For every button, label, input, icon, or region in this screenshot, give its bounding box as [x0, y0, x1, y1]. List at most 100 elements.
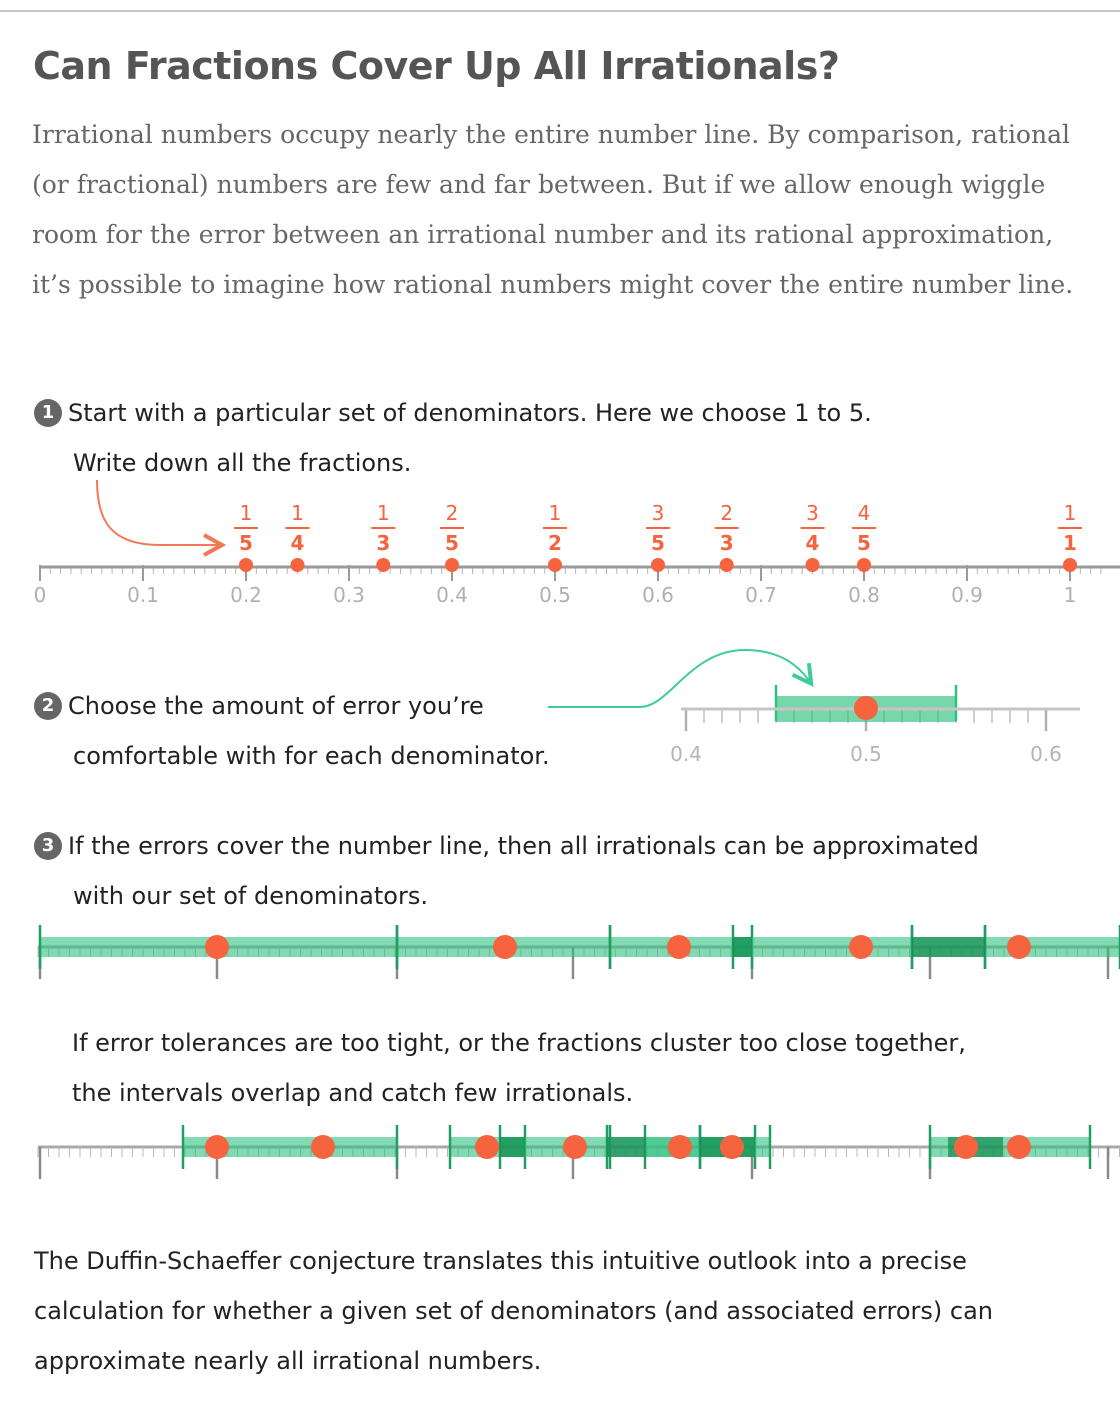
- fraction-numerator: 1: [240, 501, 253, 525]
- step-3-line-2: with our set of denominators.: [73, 882, 428, 910]
- fraction-label: 14: [285, 501, 310, 555]
- step-3-text: If the errors cover the number line, the…: [68, 832, 979, 860]
- tick-label: 0.7: [745, 583, 777, 607]
- tick-label: 0.5: [539, 583, 571, 607]
- fraction-label: 23: [714, 501, 739, 555]
- overlap-note-line-2: the intervals overlap and catch few irra…: [72, 1079, 634, 1107]
- fraction-numerator: 1: [549, 501, 562, 525]
- fraction-denominator: 3: [720, 531, 734, 555]
- fraction-numerator: 1: [1064, 501, 1077, 525]
- fraction-point: [1063, 558, 1077, 572]
- tick-label: 0: [34, 583, 47, 607]
- fraction-label: 35: [646, 501, 670, 555]
- step-2-line-2: comfortable with for each denominator.: [73, 742, 550, 770]
- tick-label: 1: [1064, 583, 1077, 607]
- fraction-point: [205, 935, 229, 959]
- overlap-band: [912, 937, 985, 957]
- page-title: Can Fractions Cover Up All Irrationals?: [33, 44, 840, 88]
- overlap-band: [607, 1137, 645, 1157]
- fraction-point: [563, 1135, 587, 1159]
- covering-intervals-chart: [37, 925, 1120, 979]
- tick-label: 0.4: [436, 583, 468, 607]
- pointer-arrow: [96, 480, 220, 545]
- fraction-denominator: 1: [1063, 531, 1077, 555]
- fraction-point: [857, 558, 871, 572]
- step-1-line-1: 1 Start with a particular set of denomina…: [34, 388, 872, 438]
- tick-label: 0.6: [642, 583, 674, 607]
- fraction-numerator: 2: [720, 501, 733, 525]
- fraction-denominator: 5: [445, 531, 459, 555]
- fraction-label: 25: [440, 501, 464, 555]
- interval-group: [38, 925, 1120, 969]
- fraction-denominator: 3: [376, 531, 390, 555]
- fraction-point: [445, 558, 459, 572]
- fraction-label: 15: [234, 501, 258, 555]
- fraction-point: [720, 1135, 744, 1159]
- step-1-text: Start with a particular set of denominat…: [68, 399, 872, 427]
- fraction-label: 12: [543, 501, 567, 555]
- fraction-point: [1007, 935, 1031, 959]
- connector-arrow: [548, 648, 810, 708]
- fraction-point: [719, 558, 734, 572]
- fraction-point: [376, 558, 391, 572]
- step-3-line-1: 3 If the errors cover the number line, th…: [34, 821, 979, 871]
- tick-label: 0.1: [127, 583, 159, 607]
- fraction-numerator: 4: [858, 501, 871, 525]
- tick-label: 0.9: [951, 583, 983, 607]
- fraction-numerator: 3: [806, 501, 819, 525]
- fraction-point: [205, 1135, 229, 1159]
- error-interval-chart: 0.4 0.5 0.6: [548, 648, 1080, 766]
- fraction-denominator: 5: [651, 531, 665, 555]
- fraction-label: 34: [800, 501, 825, 555]
- top-divider: [0, 10, 1120, 12]
- fraction-point: [668, 1135, 692, 1159]
- fraction-point: [548, 558, 562, 572]
- fraction-point: [805, 558, 820, 572]
- step-2-text: Choose the amount of error you’re: [68, 692, 484, 720]
- error-band: [733, 937, 912, 957]
- fraction-denominator: 4: [291, 531, 305, 555]
- fraction-point: [651, 558, 665, 572]
- fraction-point: [854, 696, 878, 720]
- fraction-point: [290, 558, 305, 572]
- fraction-point: [475, 1135, 499, 1159]
- fraction-point: [493, 935, 517, 959]
- step-2-line-1: 2 Choose the amount of error you’re: [34, 681, 484, 731]
- fraction-numerator: 1: [377, 501, 390, 525]
- intro-paragraph: Irrational numbers occupy nearly the ent…: [32, 120, 1074, 299]
- error-band: [183, 1137, 397, 1157]
- fraction-point: [1007, 1135, 1031, 1159]
- tick-label: 0.3: [333, 583, 365, 607]
- fraction-point: [239, 558, 253, 572]
- conclusion-paragraph: The Duffin-Schaeffer conjecture translat…: [34, 1247, 994, 1375]
- fraction-point: [311, 1135, 335, 1159]
- tick-label: 0.8: [848, 583, 880, 607]
- fraction-denominator: 5: [857, 531, 871, 555]
- fraction-denominator: 5: [239, 531, 253, 555]
- tick-label: 0.6: [1030, 742, 1062, 766]
- fraction-numerator: 1: [291, 501, 304, 525]
- fraction-numerator: 3: [652, 501, 665, 525]
- error-band: [985, 937, 1120, 957]
- fraction-label: 45: [852, 501, 876, 555]
- step-1-number: 1: [34, 399, 62, 427]
- fraction-label: 11: [1058, 501, 1082, 555]
- tick-label: 0.5: [850, 742, 882, 766]
- overlapping-intervals-chart: [37, 1125, 1120, 1179]
- fraction-denominator: 2: [548, 531, 562, 555]
- tick-label: 0.2: [230, 583, 262, 607]
- step-3-number: 3: [34, 832, 62, 860]
- step-2-number: 2: [34, 692, 62, 720]
- tick-label: 0.4: [670, 742, 702, 766]
- fraction-point: [849, 935, 873, 959]
- fraction-label: 13: [371, 501, 396, 555]
- fraction-denominator: 4: [806, 531, 820, 555]
- fraction-point: [667, 935, 691, 959]
- step-1-line-2: Write down all the fractions.: [73, 449, 412, 477]
- fraction-point: [954, 1135, 978, 1159]
- overlap-band: [500, 1137, 525, 1157]
- fractions-number-line-chart: 0 0.1 0.2 0.3 0.4 0.5 0.6 0.7 0.8 0.9 1 1514132512…: [34, 480, 1120, 607]
- fraction-numerator: 2: [446, 501, 459, 525]
- overlap-note-line-1: If error tolerances are too tight, or th…: [72, 1029, 966, 1057]
- overlap-band: [733, 937, 752, 957]
